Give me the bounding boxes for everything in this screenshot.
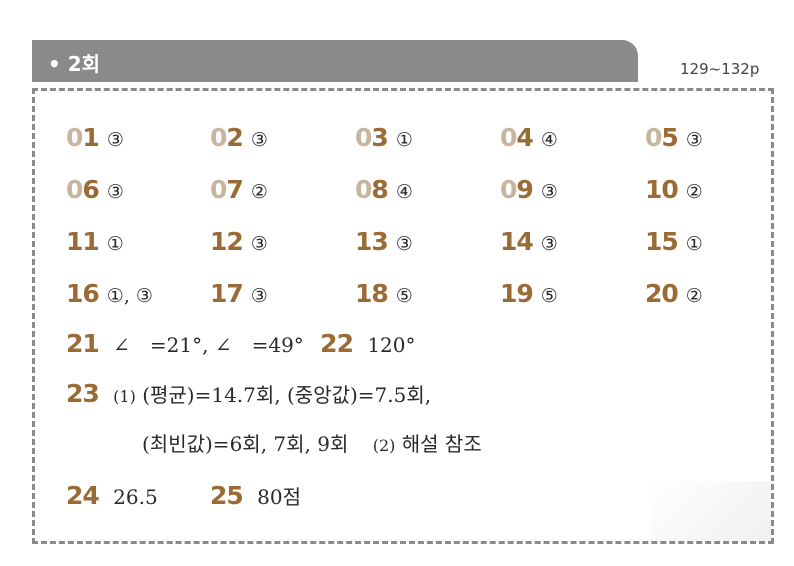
answer-text: ①, ③ [106,285,153,307]
question-number: 18 [355,279,389,308]
answer-line-23-cont: (최빈값)=6회, 7회, 9회 (2) 해설 참조 [142,428,482,460]
answer-item: 10 ② [645,174,703,206]
answer-text: ③ [540,233,558,255]
question-number: 25 [210,481,244,510]
answer-text: (최빈값)=6회, 7회, 9회 [142,432,349,456]
answer-text: ② [685,285,703,307]
question-number: 03 [355,123,389,152]
answer-item: 01 ③ [66,122,124,154]
answer-item: 06 ③ [66,174,124,206]
answer-text: 해설 참조 [401,432,482,456]
answer-text: ③ [685,129,703,151]
question-number: 15 [645,227,679,256]
answer-text: ③ [540,181,558,203]
answer-item: 19 ⑤ [500,278,558,310]
corner-shade [651,481,771,541]
answer-item: 07 ② [210,174,268,206]
answer-text: ③ [250,233,268,255]
answer-text: ① [106,233,124,255]
question-number: 08 [355,175,389,204]
answer-item: 11 ① [66,226,124,258]
section-title: • 2회 [48,52,101,76]
question-number: 13 [355,227,389,256]
answer-item: 18 ⑤ [355,278,413,310]
answer-item: 17 ③ [210,278,268,310]
answer-line-25: 25 80점 [210,480,301,512]
question-number: 06 [66,175,100,204]
question-number: 05 [645,123,679,152]
question-number: 01 [66,123,100,152]
answer-text: (평균)=14.7회, (중앙값)=7.5회, [142,383,432,407]
answer-item: 20 ② [645,278,703,310]
answer-text: ④ [395,181,413,203]
answer-text: ⑤ [395,285,413,307]
answer-item: 08 ④ [355,174,413,206]
part-label: (2) [372,436,396,455]
answer-item: 16 ①, ③ [66,278,153,310]
question-number: 20 [645,279,679,308]
question-number: 04 [500,123,534,152]
answer-item: 09 ③ [500,174,558,206]
answer-item: 04 ④ [500,122,558,154]
answer-text: ② [250,181,268,203]
answer-box [32,88,774,544]
question-number: 21 [66,329,100,358]
answer-text: 120° [367,333,416,357]
answer-item: 02 ③ [210,122,268,154]
answer-item: 15 ① [645,226,703,258]
answer-text: ① [685,233,703,255]
question-number: 24 [66,481,100,510]
answer-text: ③ [106,181,124,203]
section-tab: • 2회 [32,40,638,82]
question-number: 23 [66,379,100,408]
question-number: 10 [645,175,679,204]
question-number: 22 [320,329,354,358]
question-number: 14 [500,227,534,256]
question-number: 11 [66,227,100,256]
answer-text: ① [395,129,413,151]
answer-text: ⑤ [540,285,558,307]
answer-text: 26.5 [113,485,158,509]
question-number: 09 [500,175,534,204]
answer-text: ③ [250,129,268,151]
answer-text: 80점 [257,485,302,509]
answer-text: ③ [395,233,413,255]
question-number: 02 [210,123,244,152]
answer-item: 13 ③ [355,226,413,258]
answer-line-21-22: 21 ∠ =21°, ∠ =49° 22 120° [66,328,416,360]
answer-text: ∠ =21°, ∠ =49° [113,333,304,357]
page-range: 129~132p [680,60,760,78]
question-number: 19 [500,279,534,308]
question-number: 07 [210,175,244,204]
part-label: (1) [113,387,136,406]
answer-item: 12 ③ [210,226,268,258]
answer-line-23: 23 (1) (평균)=14.7회, (중앙값)=7.5회, [66,378,431,410]
answer-line-24: 24 26.5 [66,480,158,512]
answer-item: 05 ③ [645,122,703,154]
question-number: 16 [66,279,100,308]
question-number: 12 [210,227,244,256]
answer-text: ③ [250,285,268,307]
question-number: 17 [210,279,244,308]
answer-item: 14 ③ [500,226,558,258]
answer-text: ④ [540,129,558,151]
answer-item: 03 ① [355,122,413,154]
answer-text: ② [685,181,703,203]
answer-text: ③ [106,129,124,151]
